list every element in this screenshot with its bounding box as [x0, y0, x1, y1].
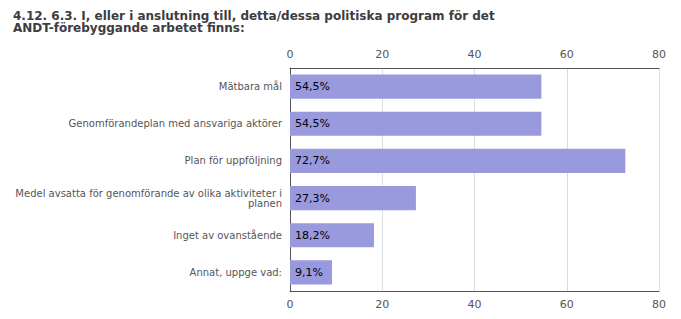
svg-text:Inget av ovanstående: Inget av ovanstående: [173, 229, 282, 241]
svg-text:ANDT-förebyggande arbetet finn: ANDT-förebyggande arbetet finns:: [13, 21, 245, 35]
svg-text:Genomförandeplan med ansvariga: Genomförandeplan med ansvariga aktörer: [69, 118, 283, 129]
svg-text:40: 40: [468, 48, 482, 61]
svg-text:27,3%: 27,3%: [295, 192, 330, 205]
svg-text:40: 40: [468, 298, 482, 311]
svg-text:80: 80: [652, 298, 666, 311]
svg-text:0: 0: [287, 298, 294, 311]
svg-text:Annat, uppge vad:: Annat, uppge vad:: [190, 267, 282, 278]
svg-text:20: 20: [375, 48, 389, 61]
svg-text:60: 60: [560, 298, 574, 311]
svg-text:planen: planen: [245, 198, 282, 209]
svg-text:20: 20: [375, 298, 389, 311]
svg-text:Plan för uppföljning: Plan för uppföljning: [185, 155, 282, 166]
svg-text:18,2%: 18,2%: [295, 229, 330, 242]
svg-text:0: 0: [287, 48, 294, 61]
svg-text:54,5%: 54,5%: [295, 80, 330, 93]
svg-text:9,1%: 9,1%: [295, 266, 323, 279]
svg-text:Medel avsatta för genomförande: Medel avsatta för genomförande av olika …: [15, 188, 282, 199]
svg-text:4.12. 6.3. I, eller i anslutni: 4.12. 6.3. I, eller i anslutning till, d…: [13, 9, 499, 23]
svg-text:80: 80: [652, 48, 666, 61]
svg-text:60: 60: [560, 48, 574, 61]
svg-text:54,5%: 54,5%: [295, 117, 330, 130]
svg-text:72,7%: 72,7%: [295, 154, 330, 167]
svg-text:Mätbara mål: Mätbara mål: [219, 80, 282, 92]
